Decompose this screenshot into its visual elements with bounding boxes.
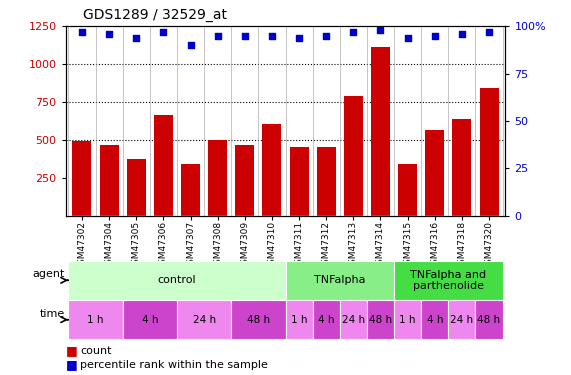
Text: 4 h: 4 h bbox=[142, 315, 158, 325]
Text: percentile rank within the sample: percentile rank within the sample bbox=[80, 360, 268, 369]
Point bbox=[267, 33, 276, 39]
Text: agent: agent bbox=[33, 269, 65, 279]
FancyBboxPatch shape bbox=[340, 300, 367, 339]
Text: 48 h: 48 h bbox=[247, 315, 270, 325]
Point bbox=[78, 29, 87, 35]
Bar bbox=[127, 159, 146, 216]
FancyBboxPatch shape bbox=[421, 300, 448, 339]
Text: 1 h: 1 h bbox=[399, 315, 416, 325]
FancyBboxPatch shape bbox=[394, 300, 421, 339]
Bar bbox=[208, 140, 227, 216]
Bar bbox=[99, 145, 119, 216]
Bar bbox=[480, 88, 498, 216]
Point bbox=[295, 34, 304, 40]
FancyBboxPatch shape bbox=[69, 261, 286, 300]
Text: control: control bbox=[158, 275, 196, 285]
Point bbox=[104, 31, 114, 37]
FancyBboxPatch shape bbox=[177, 300, 231, 339]
Point bbox=[349, 29, 358, 35]
Point bbox=[240, 33, 250, 39]
Text: 4 h: 4 h bbox=[318, 315, 335, 325]
Point bbox=[186, 42, 195, 48]
Text: ■: ■ bbox=[66, 344, 78, 357]
Text: ■: ■ bbox=[66, 358, 78, 371]
Bar bbox=[73, 141, 91, 216]
Point bbox=[159, 29, 168, 35]
FancyBboxPatch shape bbox=[286, 300, 313, 339]
FancyBboxPatch shape bbox=[286, 261, 394, 300]
Bar bbox=[425, 130, 444, 216]
Text: 48 h: 48 h bbox=[477, 315, 501, 325]
Text: 4 h: 4 h bbox=[427, 315, 443, 325]
Point bbox=[430, 33, 439, 39]
Text: count: count bbox=[80, 346, 111, 355]
Bar bbox=[317, 147, 336, 216]
Bar bbox=[398, 164, 417, 216]
FancyBboxPatch shape bbox=[448, 300, 476, 339]
Point bbox=[213, 33, 222, 39]
Bar bbox=[181, 164, 200, 216]
Bar bbox=[452, 119, 472, 216]
Point bbox=[321, 33, 331, 39]
Text: 24 h: 24 h bbox=[192, 315, 216, 325]
Text: 48 h: 48 h bbox=[369, 315, 392, 325]
FancyBboxPatch shape bbox=[231, 300, 286, 339]
Bar bbox=[263, 124, 282, 216]
Text: 1 h: 1 h bbox=[87, 315, 104, 325]
FancyBboxPatch shape bbox=[394, 261, 502, 300]
Point bbox=[457, 31, 467, 37]
Text: 24 h: 24 h bbox=[342, 315, 365, 325]
Bar bbox=[289, 147, 308, 216]
FancyBboxPatch shape bbox=[367, 300, 394, 339]
Bar bbox=[235, 145, 254, 216]
FancyBboxPatch shape bbox=[313, 300, 340, 339]
Point bbox=[484, 29, 493, 35]
Bar bbox=[154, 115, 173, 216]
Text: 24 h: 24 h bbox=[451, 315, 473, 325]
FancyBboxPatch shape bbox=[123, 300, 177, 339]
Bar bbox=[344, 96, 363, 216]
FancyBboxPatch shape bbox=[69, 300, 123, 339]
Text: TNFalpha and
parthenolide: TNFalpha and parthenolide bbox=[411, 270, 486, 291]
Text: time: time bbox=[40, 309, 65, 319]
Text: GDS1289 / 32529_at: GDS1289 / 32529_at bbox=[83, 9, 227, 22]
Text: 1 h: 1 h bbox=[291, 315, 307, 325]
Point bbox=[132, 34, 141, 40]
Text: TNFalpha: TNFalpha bbox=[314, 275, 365, 285]
Point bbox=[403, 34, 412, 40]
Bar bbox=[371, 48, 390, 216]
Point bbox=[376, 27, 385, 33]
FancyBboxPatch shape bbox=[476, 300, 502, 339]
